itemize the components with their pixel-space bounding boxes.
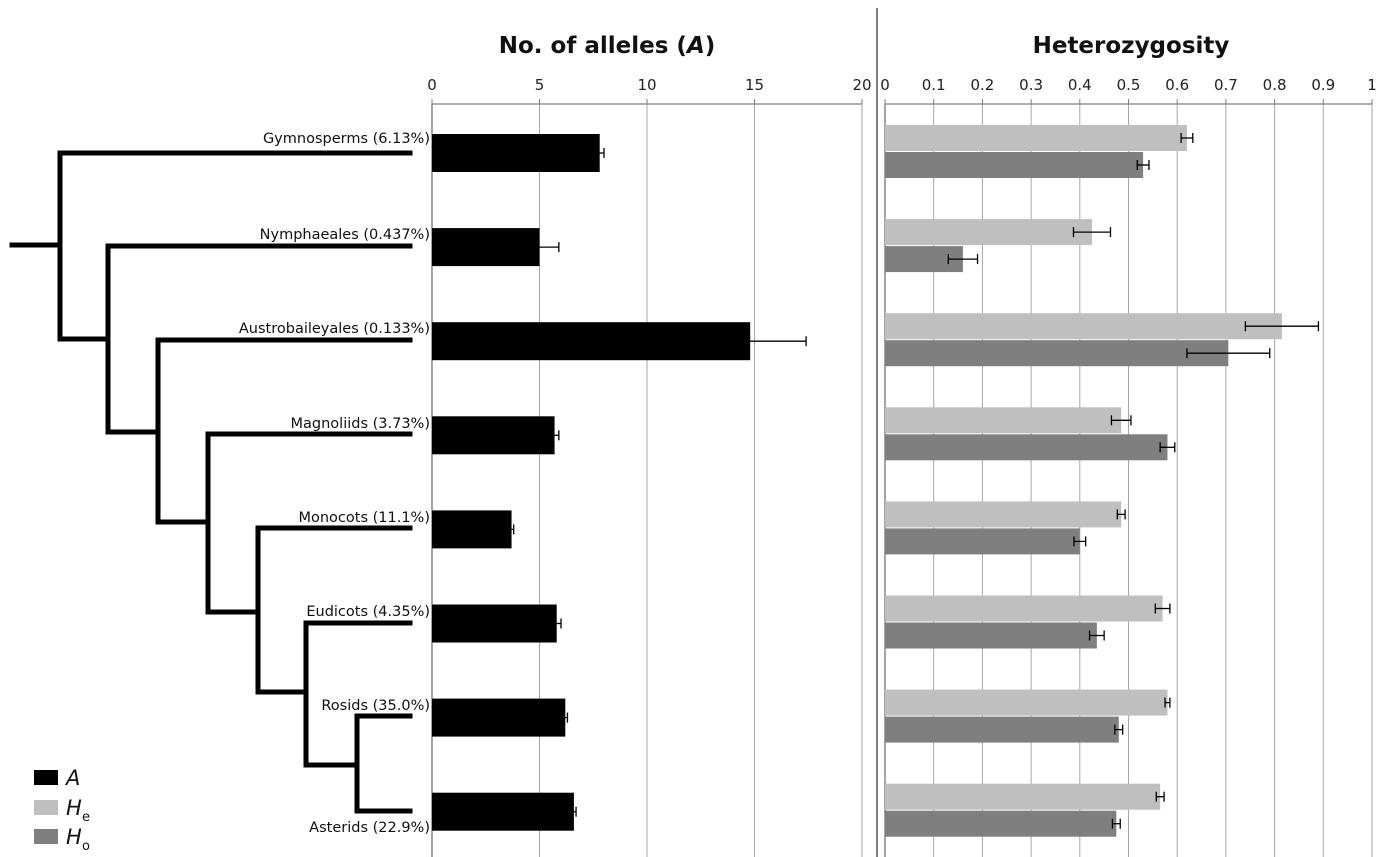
legend-swatch-Ho: [34, 829, 58, 844]
alleles-error-bar-A: [571, 806, 577, 817]
legend-label-A: A: [64, 766, 80, 790]
heterozygosity-tick-label: 1: [1367, 76, 1377, 94]
heterozygosity-bar-Ho: [885, 340, 1229, 367]
heterozygosity-error-bar-Ho: [1073, 536, 1087, 547]
heterozygosity-error-bar-He: [1244, 321, 1320, 332]
alleles-error-bar-A: [508, 524, 515, 535]
alleles-tick-label: 15: [745, 76, 764, 94]
heterozygosity-bar-Ho: [885, 622, 1097, 649]
heterozygosity-bar-Ho: [885, 152, 1144, 178]
heterozygosity-bar-Ho: [885, 434, 1168, 461]
clade-label: Austrobaileyales (0.133%): [239, 321, 430, 337]
heterozygosity-tick-label: 0.7: [1214, 76, 1238, 94]
heterozygosity-bar-Ho: [885, 528, 1080, 555]
heterozygosity-bar-He: [885, 501, 1122, 528]
alleles-tick-label: 5: [535, 76, 545, 94]
heterozygosity-error-bar-Ho: [1136, 160, 1150, 170]
clade-label: Eudicots (4.35%): [306, 604, 430, 620]
heterozygosity-error-bar-He: [1116, 509, 1126, 520]
heterozygosity-tick-label: 0.4: [1068, 76, 1092, 94]
clade-labels: Gymnosperms (6.13%) Nymphaeales (0.437%) A…: [239, 131, 430, 836]
heterozygosity-bar-He: [885, 219, 1092, 246]
heterozygosity-tick-label: 0.6: [1165, 76, 1189, 94]
heterozygosity-tick-label: 0.5: [1117, 76, 1141, 94]
heterozygosity-error-bar-Ho: [1186, 348, 1271, 359]
heterozygosity-tick-label: 0.2: [970, 76, 994, 94]
heterozygosity-error-bar-He: [1155, 791, 1165, 802]
alleles-title: No. of alleles (A): [499, 33, 716, 59]
alleles-tick-label: 20: [852, 76, 871, 94]
heterozygosity-tick-label: 0.9: [1311, 76, 1335, 94]
legend: AH eH o: [34, 766, 90, 854]
clade-label: Magnoliids (3.73%): [291, 416, 431, 432]
heterozygosity-error-bar-Ho: [1114, 724, 1124, 735]
alleles-error-bar-A: [519, 242, 560, 253]
heterozygosity-bar-Ho: [885, 716, 1119, 743]
legend-label-He: H: [66, 796, 82, 820]
heterozygosity-error-bar-Ho: [1159, 442, 1176, 453]
heterozygosity-tick-label: 0.3: [1019, 76, 1043, 94]
heterozygosity-error-bar-He: [1110, 415, 1132, 426]
alleles-error-bar-A: [594, 148, 605, 158]
alleles-bar-A: [432, 698, 566, 737]
heterozygosity-error-bar-He: [1072, 227, 1112, 238]
legend-label-Ho: H: [66, 825, 82, 849]
alleles-bar-A: [432, 792, 574, 831]
heterozygosity-error-bar-Ho: [1088, 630, 1105, 641]
alleles-tick-label: 10: [637, 76, 656, 94]
clade-label: Asterids (22.9%): [309, 820, 430, 836]
heterozygosity-bar-He: [885, 313, 1282, 340]
heterozygosity-bar-He: [885, 595, 1163, 622]
legend-subscript-He: e: [82, 810, 90, 825]
heterozygosity-error-bar-He: [1154, 603, 1171, 614]
clade-label: Nymphaeales (0.437%): [260, 227, 430, 243]
heterozygosity-tick-label: 0: [880, 76, 890, 94]
alleles-error-bar-A: [693, 336, 807, 347]
heterozygosity-bar-He: [885, 783, 1161, 810]
legend-subscript-Ho: o: [82, 839, 90, 854]
legend-swatch-He: [34, 800, 58, 815]
heterozygosity-bar-He: [885, 125, 1187, 151]
alleles-error-bar-A: [551, 618, 562, 629]
alleles-bar-A: [432, 604, 557, 643]
heterozygosity-error-bar-He: [1164, 697, 1171, 708]
phylogenetic-tree: [9, 150, 413, 814]
heterozygosity-bar-He: [885, 407, 1122, 434]
alleles-panel: 0 5 10 15 20 No. of alleles (A): [427, 33, 872, 857]
heterozygosity-tick-label: 0.1: [922, 76, 946, 94]
heterozygosity-error-bar-Ho: [1111, 818, 1121, 829]
alleles-error-bar-A: [549, 430, 560, 441]
alleles-error-bar-A: [562, 712, 569, 723]
heterozygosity-bar-He: [885, 689, 1168, 716]
alleles-tick-label: 0: [427, 76, 437, 94]
clade-label: Rosids (35.0%): [321, 698, 430, 714]
legend-swatch-A: [34, 770, 58, 785]
clade-label: Monocots (11.1%): [298, 510, 430, 526]
heterozygosity-bar-Ho: [885, 810, 1117, 837]
clade-label: Gymnosperms (6.13%): [263, 131, 430, 147]
heterozygosity-panel: 0 0.1 0.2 0.3 0.4 0.5 0.6 0.7 0.8 0.9 1 Heterozygos…: [880, 33, 1377, 857]
heterozygosity-error-bar-Ho: [947, 254, 979, 265]
heterozygosity-error-bar-He: [1180, 133, 1194, 143]
alleles-bar-A: [432, 134, 600, 172]
alleles-bar-A: [432, 416, 555, 455]
alleles-bar-A: [432, 510, 512, 549]
heterozygosity-tick-label: 0.8: [1263, 76, 1287, 94]
heterozygosity-title: Heterozygosity: [1033, 33, 1230, 59]
